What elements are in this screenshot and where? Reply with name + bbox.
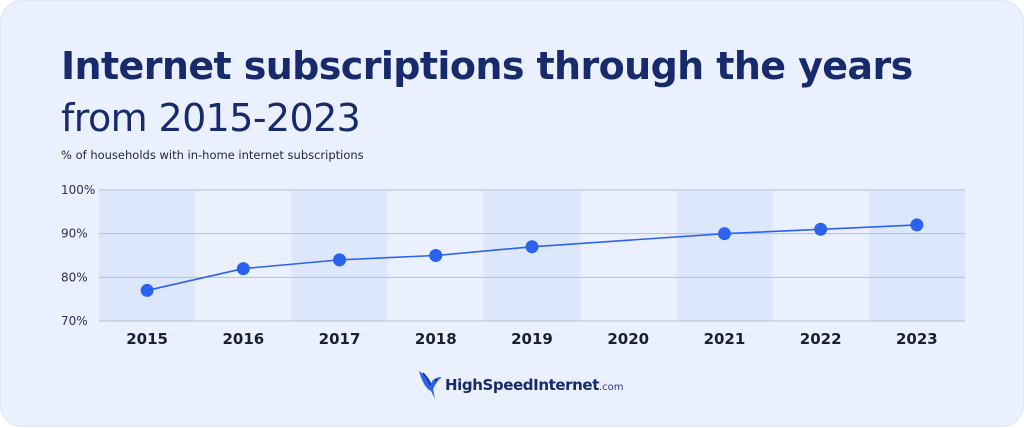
data-point xyxy=(910,218,924,232)
brand-name: HighSpeedInternet.com xyxy=(445,376,624,394)
chart-subtitle: % of households with in-home internet su… xyxy=(61,148,364,162)
chart-title-line2: from 2015-2023 xyxy=(61,96,361,140)
column-stripe xyxy=(868,190,965,321)
y-tick-label: 80% xyxy=(61,270,88,284)
brand-logo: HighSpeedInternet.com xyxy=(415,367,635,401)
brand-name-suffix: .com xyxy=(598,382,624,393)
x-tick-label: 2017 xyxy=(319,330,361,348)
data-point xyxy=(717,227,731,241)
x-tick-label: 2022 xyxy=(800,330,842,348)
brand-name-main: HighSpeedInternet xyxy=(445,376,599,394)
x-tick-label: 2021 xyxy=(704,330,746,348)
column-stripe xyxy=(483,190,581,321)
hummingbird-icon xyxy=(419,371,442,399)
x-tick-label: 2020 xyxy=(607,330,649,348)
data-point xyxy=(140,283,154,297)
data-point xyxy=(814,222,828,236)
x-tick-label: 2018 xyxy=(415,330,457,348)
column-stripe xyxy=(676,190,773,321)
series-line xyxy=(146,224,917,292)
data-point xyxy=(525,240,539,254)
data-point xyxy=(429,249,443,262)
x-tick-label: 2023 xyxy=(896,330,938,348)
data-point xyxy=(333,253,347,267)
chart-title: Internet subscriptions through the years xyxy=(61,44,913,88)
x-tick-label: 2016 xyxy=(222,330,264,348)
x-tick-label: 2019 xyxy=(511,330,553,348)
column-stripe xyxy=(99,190,196,321)
data-point xyxy=(236,262,250,276)
y-tick-label: 100% xyxy=(61,183,95,197)
x-tick-label: 2015 xyxy=(126,330,168,348)
y-tick-label: 70% xyxy=(61,314,88,328)
y-tick-label: 90% xyxy=(61,227,88,241)
